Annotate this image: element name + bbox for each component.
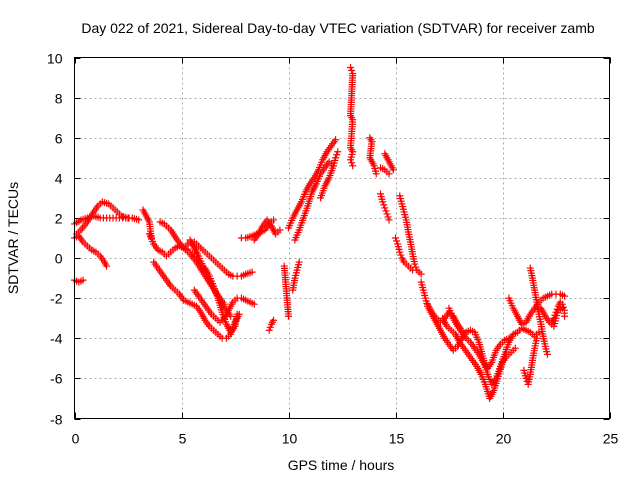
data-point	[397, 251, 405, 259]
y-tick-label: -8	[50, 412, 63, 428]
data-point	[334, 148, 342, 156]
data-point	[295, 258, 303, 266]
y-tick-label: 2	[55, 211, 63, 227]
data-point	[389, 166, 397, 174]
data-point	[535, 328, 543, 336]
x-tick-label: 0	[72, 431, 80, 447]
y-tick-label: -4	[50, 331, 63, 347]
data-point	[396, 248, 404, 256]
data-point	[550, 314, 558, 322]
data-point	[383, 210, 391, 218]
x-axis-label: GPS time / hours	[288, 457, 395, 473]
data-point	[220, 300, 228, 308]
data-point	[135, 216, 143, 224]
y-axis-label: SDTVAR / TECUs	[5, 182, 21, 294]
y-tick-label: -2	[50, 291, 63, 307]
data-point	[558, 300, 566, 308]
data-point	[248, 268, 256, 276]
data-point	[392, 234, 399, 242]
plot-frame	[74, 57, 610, 419]
data-point	[250, 300, 258, 308]
data-point	[552, 308, 560, 316]
data-point	[551, 311, 559, 319]
data-point	[333, 151, 341, 159]
data-point	[522, 374, 530, 382]
data-point	[559, 303, 567, 311]
data-point	[124, 214, 132, 222]
x-tick-label: 5	[179, 431, 187, 447]
data-point	[385, 216, 393, 224]
data-point	[270, 216, 278, 224]
data-point	[382, 207, 390, 215]
data-point	[511, 344, 519, 352]
data-point	[561, 292, 569, 300]
data-point	[533, 334, 541, 342]
data-point	[412, 263, 420, 271]
data-point	[393, 237, 401, 245]
x-axis: 0 5 10 15 20 25	[72, 57, 619, 447]
data-point	[347, 64, 355, 72]
data-point	[266, 323, 274, 331]
y-tick-label: 4	[55, 171, 63, 187]
y-tick-label: -6	[50, 371, 63, 387]
data-point	[348, 67, 356, 75]
data-point	[381, 204, 389, 212]
data-point	[561, 312, 569, 320]
data-point	[543, 350, 551, 358]
data-point	[285, 312, 292, 320]
y-axis: -8 -6 -4 -2 0 2 4 6 8 10	[47, 51, 610, 428]
data-point	[379, 198, 387, 206]
x-tick-label: 25	[603, 431, 619, 447]
data-point	[372, 170, 380, 178]
data-point	[349, 162, 357, 170]
data-point	[505, 334, 513, 342]
data-points	[71, 64, 569, 402]
data-point	[332, 154, 340, 162]
y-tick-label: 10	[47, 51, 63, 67]
data-point	[458, 326, 466, 334]
y-tick-label: 0	[55, 251, 63, 267]
data-point	[347, 156, 355, 164]
chart-title: Day 022 of 2021, Sidereal Day-to-day VTE…	[81, 20, 594, 36]
x-tick-label: 15	[389, 431, 405, 447]
data-point	[553, 305, 561, 313]
data-point	[348, 159, 356, 167]
data-point	[417, 270, 425, 278]
data-point	[265, 326, 273, 334]
data-point	[103, 262, 111, 270]
data-point	[411, 260, 419, 268]
data-point	[380, 201, 388, 209]
data-point	[79, 276, 87, 284]
data-point	[235, 310, 243, 318]
x-tick-label: 10	[282, 431, 298, 447]
y-tick-label: 6	[55, 131, 63, 147]
data-point	[384, 213, 392, 221]
y-tick-label: 8	[55, 91, 63, 107]
data-point	[385, 170, 393, 178]
data-point	[270, 316, 278, 324]
data-point	[332, 136, 340, 144]
x-tick-label: 20	[496, 431, 512, 447]
data-point	[276, 226, 284, 234]
